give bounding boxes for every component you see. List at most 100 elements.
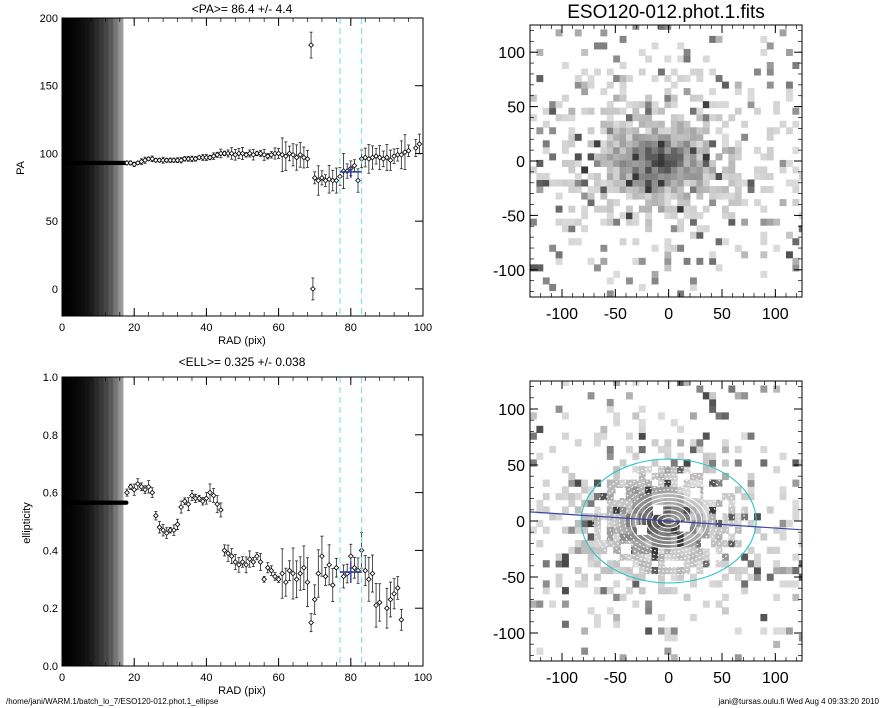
image-pixel bbox=[690, 218, 697, 226]
image-pixel bbox=[690, 540, 697, 548]
image-pixel bbox=[632, 218, 640, 226]
image-pixel bbox=[760, 270, 768, 278]
image-pixel bbox=[658, 519, 665, 528]
image-pixel bbox=[542, 580, 550, 588]
image-pixel bbox=[645, 600, 653, 608]
data-point bbox=[308, 42, 314, 48]
image-pixel bbox=[677, 140, 685, 148]
image-pixel bbox=[581, 48, 589, 56]
data-point bbox=[344, 168, 351, 174]
image-pixel bbox=[638, 48, 646, 56]
image-pixel bbox=[594, 205, 601, 213]
image-pixel bbox=[760, 459, 768, 467]
image-pixel bbox=[568, 133, 576, 141]
main-title: ESO120-012.phot.1.fits bbox=[567, 2, 765, 23]
image-pixel bbox=[664, 179, 672, 187]
image-pixel bbox=[702, 205, 710, 213]
image-pixel bbox=[632, 466, 640, 474]
image-pixel bbox=[722, 593, 729, 602]
image-pixel bbox=[613, 479, 621, 487]
image-pixel bbox=[792, 506, 800, 514]
image-pixel bbox=[690, 560, 697, 568]
image-pixel bbox=[645, 499, 653, 507]
image-pixel bbox=[619, 654, 627, 661]
image-pixel bbox=[594, 68, 601, 76]
image-pixel bbox=[690, 186, 697, 194]
image-pixel bbox=[773, 218, 781, 226]
image-pixel bbox=[645, 486, 653, 494]
image-pixel bbox=[722, 101, 729, 109]
image-pixel bbox=[766, 127, 774, 135]
image-pixel bbox=[786, 179, 793, 187]
image-pixel bbox=[619, 75, 627, 83]
image-pixel bbox=[683, 205, 691, 213]
image-pixel bbox=[773, 566, 781, 575]
image-pixel bbox=[792, 553, 800, 561]
image-pixel bbox=[600, 88, 608, 96]
image-pixel bbox=[677, 179, 685, 187]
image-pixel bbox=[606, 479, 614, 487]
image-pixel bbox=[651, 166, 659, 174]
image-pixel bbox=[568, 472, 576, 481]
image-pixel bbox=[722, 445, 729, 454]
image-pixel bbox=[702, 159, 710, 167]
image-pixel bbox=[600, 566, 608, 575]
x-tick-label: 0 bbox=[664, 306, 673, 323]
data-point bbox=[319, 174, 325, 181]
image-pixel bbox=[542, 479, 550, 487]
image-pixel bbox=[536, 519, 544, 528]
image-pixel bbox=[651, 140, 659, 148]
y-tick-label: 100 bbox=[40, 148, 58, 160]
image-pixel bbox=[664, 466, 672, 474]
image-pixel bbox=[741, 120, 749, 128]
image-pixel bbox=[594, 546, 601, 554]
image-pixel bbox=[728, 192, 736, 200]
image-pixel bbox=[702, 553, 710, 561]
image-pixel bbox=[658, 479, 665, 487]
isophote-contour bbox=[651, 509, 687, 533]
image-pixel bbox=[702, 546, 710, 554]
image-pixel bbox=[683, 48, 691, 56]
image-pixel bbox=[658, 172, 665, 180]
image-pixel bbox=[568, 526, 576, 534]
image-pixel bbox=[715, 580, 723, 588]
image-pixel bbox=[536, 506, 544, 514]
image-pixel bbox=[773, 627, 781, 635]
image-pixel bbox=[594, 432, 601, 440]
image-pixel bbox=[670, 94, 678, 102]
image-pixel bbox=[683, 506, 691, 514]
image-pixel bbox=[574, 133, 582, 141]
image-pixel bbox=[651, 472, 659, 481]
image-pixel bbox=[530, 94, 537, 102]
image-pixel bbox=[632, 493, 640, 501]
image-pixel bbox=[664, 257, 672, 265]
image-pixel bbox=[728, 114, 736, 122]
image-pixel bbox=[677, 573, 685, 581]
data-point bbox=[310, 286, 316, 292]
image-pixel bbox=[632, 212, 640, 220]
image-pixel bbox=[792, 499, 800, 507]
x-tick-label: -100 bbox=[546, 306, 578, 323]
image-pixel bbox=[779, 566, 787, 575]
image-pixel bbox=[792, 459, 800, 467]
image-pixel bbox=[696, 566, 704, 575]
image-pixel bbox=[677, 218, 685, 226]
image-pixel bbox=[562, 553, 569, 561]
image-pixel bbox=[734, 192, 742, 200]
image-pixel bbox=[619, 553, 627, 561]
image-pixel bbox=[555, 573, 563, 581]
data-point bbox=[228, 553, 235, 560]
image-pixel bbox=[613, 166, 621, 174]
image-pixel bbox=[722, 513, 729, 521]
image-pixel bbox=[555, 553, 563, 561]
image-pixel bbox=[651, 101, 659, 109]
outer-isophote-ellipse bbox=[580, 458, 757, 584]
image-pixel bbox=[568, 238, 576, 246]
image-pixel bbox=[632, 533, 640, 541]
image-pixel bbox=[574, 238, 582, 246]
image-pixel bbox=[734, 627, 742, 635]
image-pixel bbox=[562, 432, 569, 440]
data-point bbox=[315, 570, 322, 577]
image-pixel bbox=[626, 533, 633, 541]
image-pixel bbox=[734, 88, 742, 96]
